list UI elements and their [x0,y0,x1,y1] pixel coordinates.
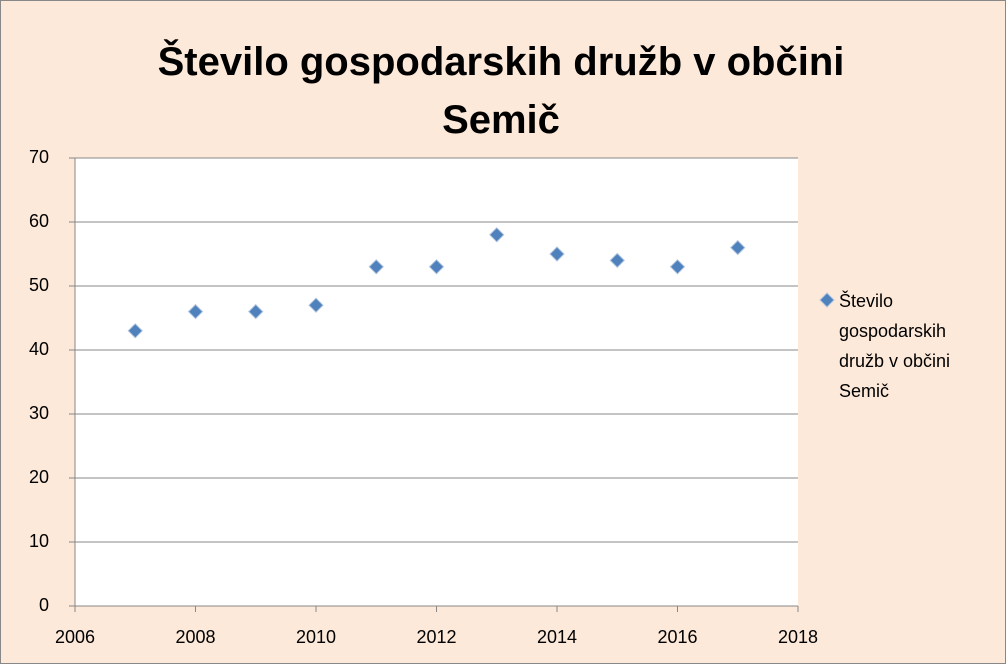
y-tick-label: 50 [29,275,49,295]
point [368,259,384,275]
x-tick-label: 2012 [416,627,456,647]
point [549,246,565,262]
point [428,259,445,275]
x-tick-label: 2018 [778,627,818,647]
y-tick-label: 40 [29,339,49,359]
chart-title: Število gospodarskih družb v občini Semi… [157,40,845,142]
legend-marker [819,292,835,308]
point [127,323,143,339]
point [308,297,324,313]
point [730,239,746,256]
y-tick-label: 0 [39,595,49,615]
y-tick-label: 10 [29,531,49,551]
x-tick-label: 2008 [175,627,215,647]
plot-area [75,158,798,606]
point [489,227,505,243]
x-tick-label: 2016 [657,627,697,647]
point [669,259,686,275]
point [248,303,264,320]
legend-label: Število gospodarskih družb v občini Semi… [839,291,951,401]
point [187,303,204,320]
y-tick-label: 60 [29,211,49,231]
x-tick-label: 2006 [55,627,95,647]
y-tick-label: 20 [29,467,49,487]
x-tick-label: 2014 [537,627,577,647]
point [609,252,625,269]
y-tick-label: 30 [29,403,49,423]
y-tick-label: 70 [29,147,49,167]
x-tick-label: 2010 [296,627,336,647]
